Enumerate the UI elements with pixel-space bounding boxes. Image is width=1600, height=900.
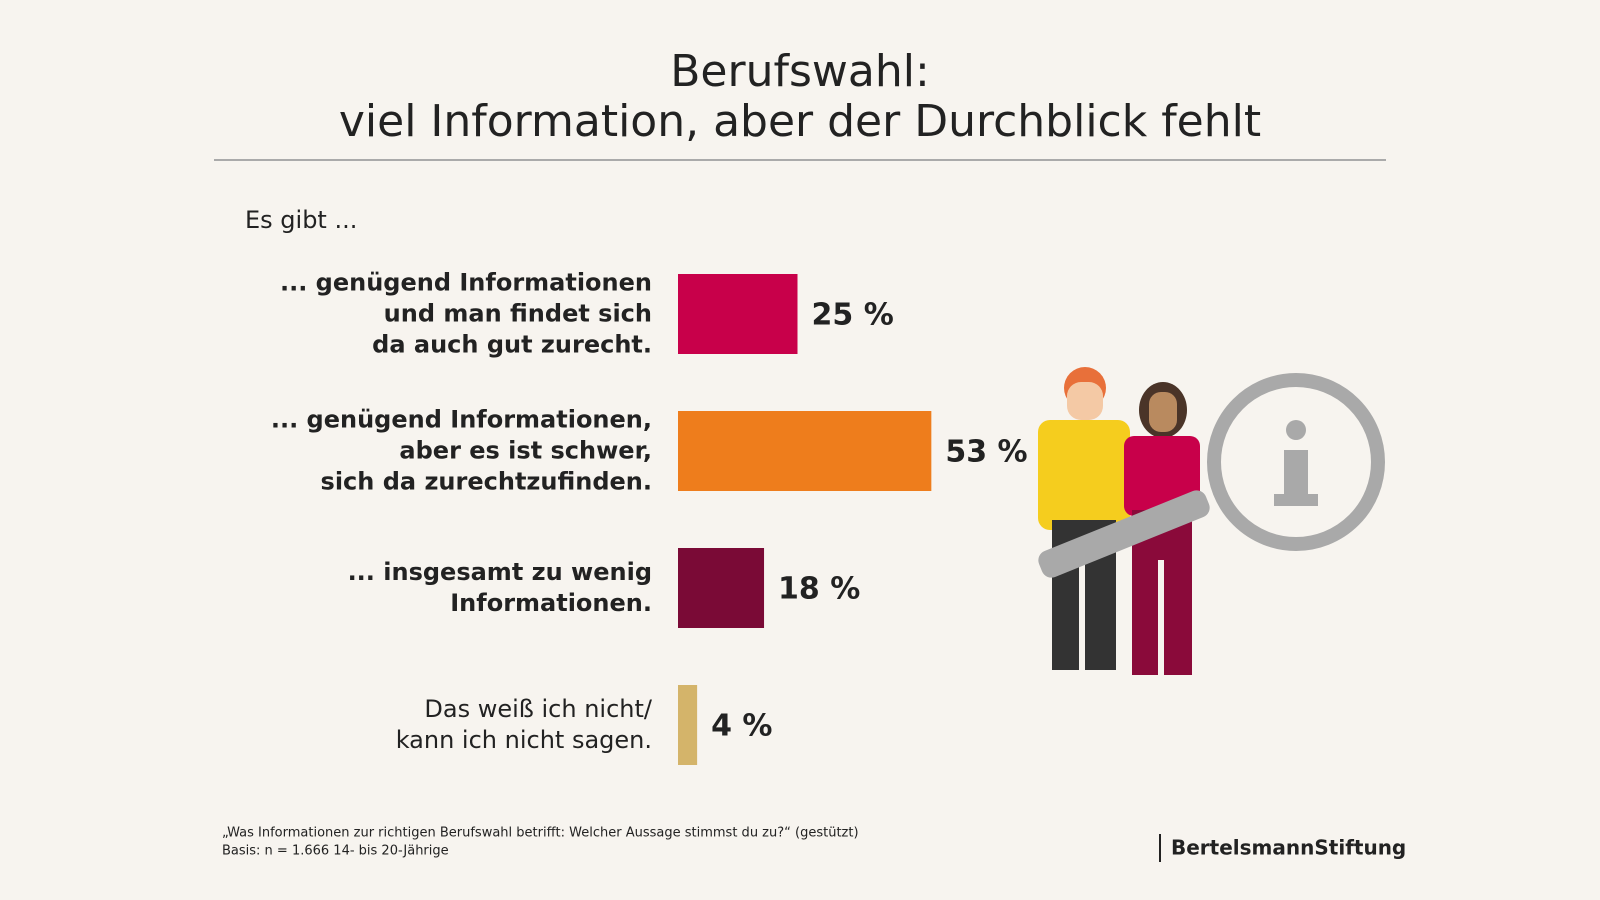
source-logo: BertelsmannStiftung [1171,836,1406,860]
note: Basis: n = 1.666 14- bis 20-Jährige [222,844,449,859]
bar [678,411,932,491]
chart-title: Berufswahl: [670,46,930,97]
value-label: 53 % [945,435,1027,470]
category-label: ... insgesamt zu wenig Informationen. [347,558,652,617]
chart-subtitle: viel Information, aber der Durchblick fe… [339,96,1261,147]
bar [678,548,765,628]
value-label: 18 % [778,572,860,607]
bar [678,274,798,354]
category-label: ... genügend Informationen und man finde… [279,268,652,359]
illustration [1038,367,1385,675]
annotation: Es gibt ... [245,206,357,234]
value-label: 4 % [711,709,772,744]
category-label: Das weiß ich nicht/ kann ich nicht sagen… [395,695,652,754]
note: „Was Informationen zur richtigen Berufsw… [222,826,859,841]
bar [678,685,698,765]
category-label: ... genügend Informationen, aber es ist … [270,405,652,496]
value-label: 25 % [812,298,894,333]
